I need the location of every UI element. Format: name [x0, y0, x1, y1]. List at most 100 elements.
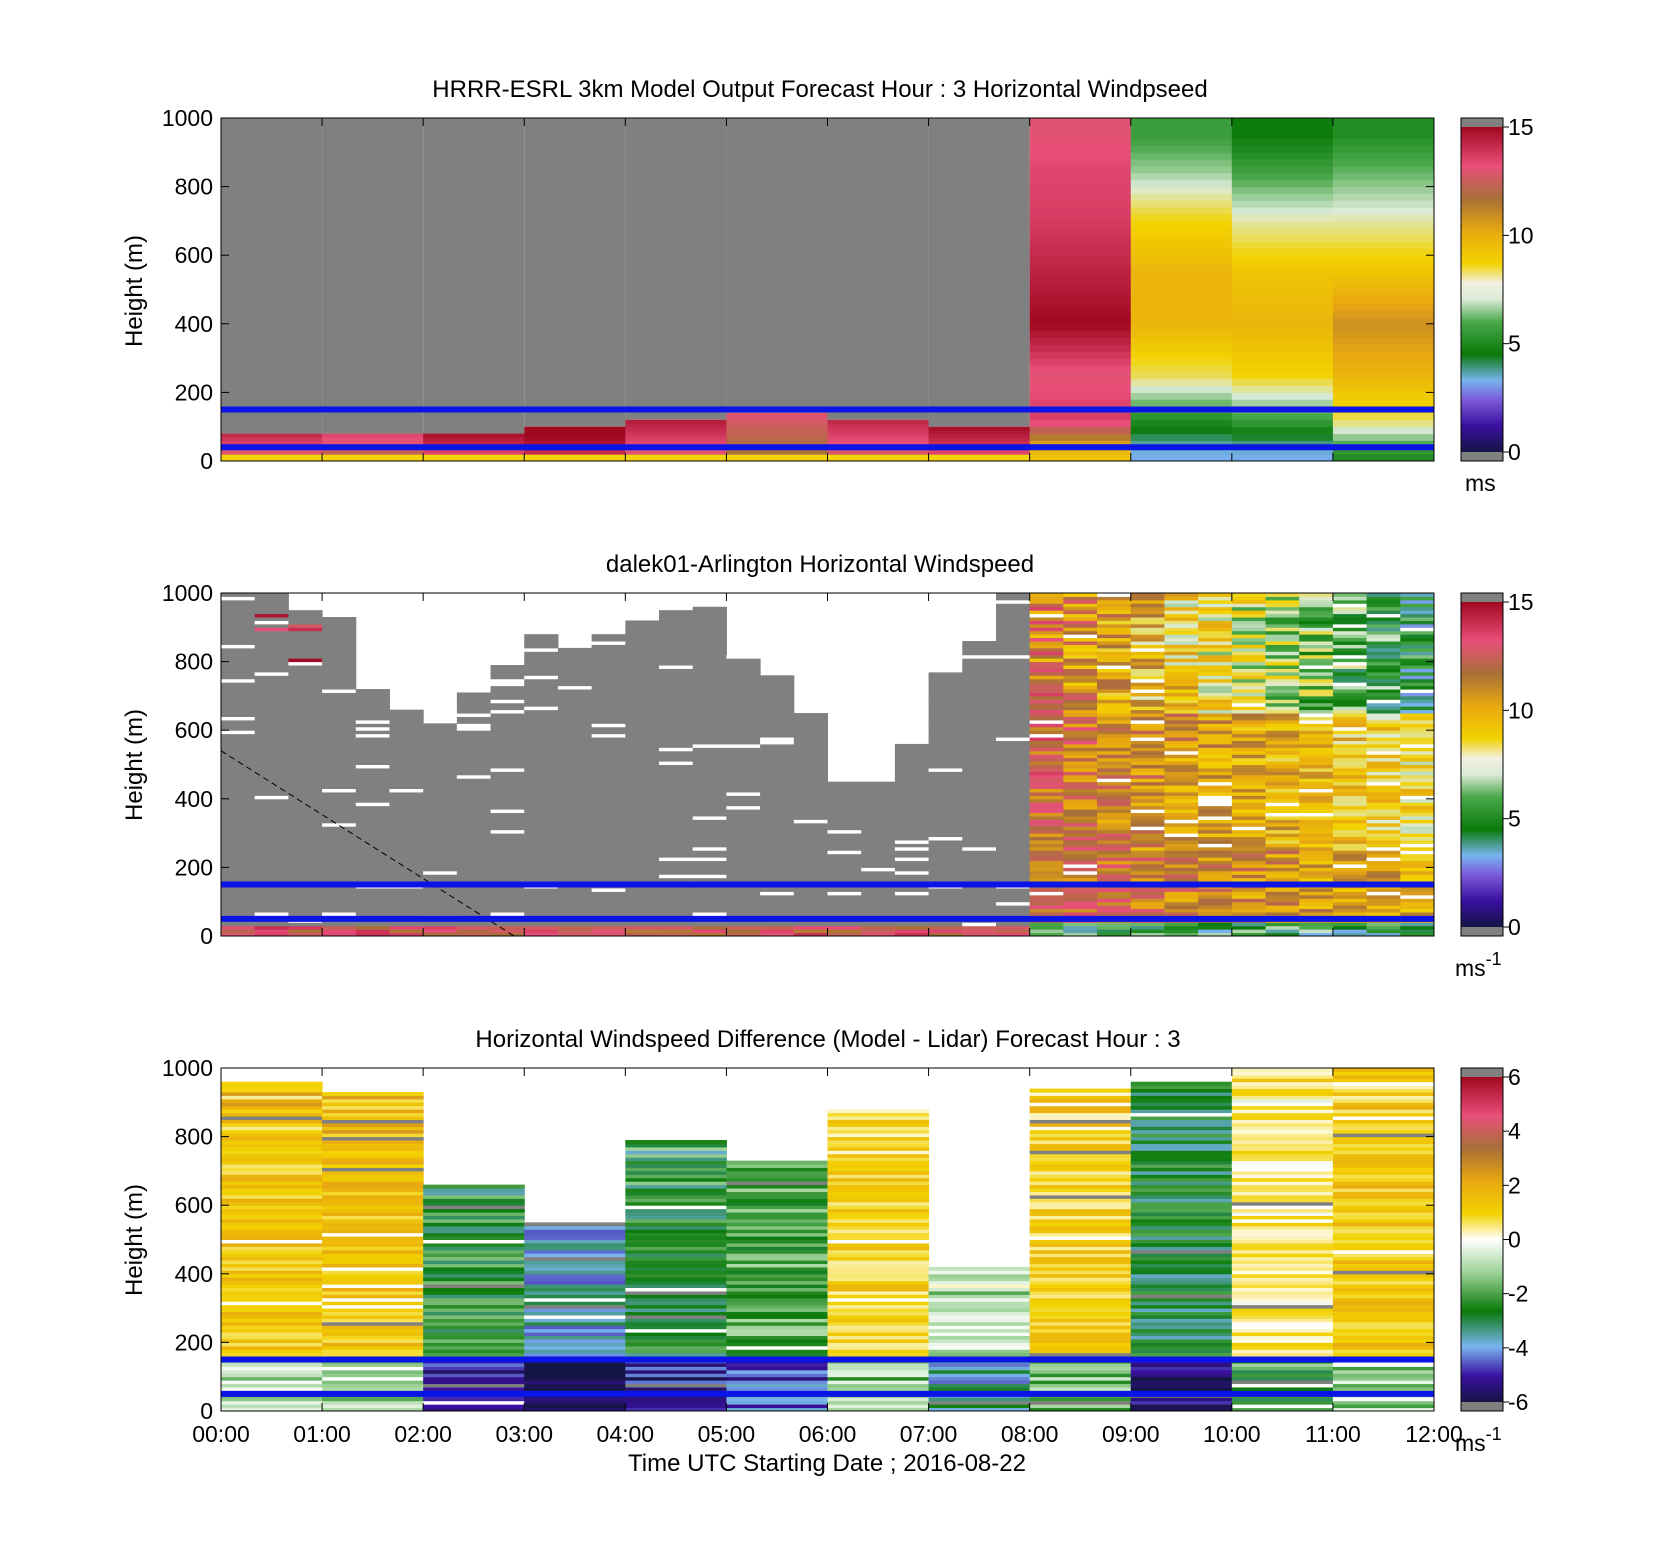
- data-cell: [456, 922, 492, 927]
- data-cell: [1130, 692, 1165, 697]
- data-cell: [1332, 641, 1368, 645]
- data-cell: [760, 819, 795, 824]
- data-cell: [1366, 829, 1401, 834]
- data-cell: [591, 901, 626, 906]
- data-cell: [962, 750, 997, 755]
- data-cell: [288, 699, 323, 704]
- data-cell: [1130, 757, 1165, 762]
- data-cell: [1332, 1174, 1435, 1179]
- data-cell: [1299, 846, 1334, 851]
- data-cell: [692, 922, 727, 927]
- data-cell: [1366, 695, 1401, 700]
- data-cell: [995, 641, 1031, 645]
- data-cell: [1366, 737, 1401, 741]
- data-cell: [1366, 932, 1401, 937]
- data-cell: [1231, 802, 1267, 807]
- data-cell: [221, 1191, 323, 1196]
- data-cell: [591, 932, 626, 937]
- data-cell: [423, 860, 458, 865]
- data-cell: [726, 846, 761, 851]
- data-cell: [1231, 1290, 1334, 1295]
- y-tick-label: 800: [175, 174, 213, 200]
- data-cell: [524, 1335, 626, 1340]
- data-cell: [254, 730, 289, 735]
- data-cell: [524, 877, 559, 882]
- data-cell: [1299, 675, 1334, 680]
- data-cell: [1029, 1122, 1132, 1127]
- data-cell: [288, 716, 323, 721]
- panel-difference-x-ticks: [220, 1068, 1435, 1411]
- data-cell: [827, 795, 862, 800]
- data-cell: [221, 785, 256, 790]
- data-cell: [827, 1321, 930, 1326]
- data-cell: [861, 833, 896, 838]
- panel-lidar-title: dalek01-Arlington Horizontal Windspeed: [606, 551, 1034, 578]
- data-cell: [962, 932, 997, 937]
- data-cell: [1231, 1191, 1334, 1196]
- data-cell: [928, 809, 963, 814]
- data-cell: [1130, 651, 1165, 656]
- data-cell: [1029, 637, 1064, 642]
- data-cell: [625, 863, 660, 868]
- data-cell: [288, 675, 323, 680]
- data-cell: [322, 1383, 424, 1388]
- data-cell: [389, 887, 424, 892]
- data-cell: [254, 887, 289, 892]
- data-cell: [962, 641, 997, 645]
- data-cell: [254, 922, 289, 927]
- data-cell: [1130, 812, 1165, 817]
- data-cell: [557, 747, 593, 752]
- data-cell: [221, 1205, 323, 1210]
- data-cell: [423, 785, 458, 790]
- data-cell: [625, 1153, 727, 1158]
- data-cell: [355, 809, 390, 814]
- data-cell: [726, 853, 761, 858]
- data-cell: [524, 1253, 626, 1258]
- data-cell: [322, 644, 357, 649]
- data-cell: [1130, 843, 1165, 848]
- data-cell: [288, 709, 323, 714]
- no-data-cell: [726, 118, 828, 413]
- data-cell: [625, 1338, 727, 1343]
- data-cell: [1029, 761, 1064, 765]
- data-cell: [221, 905, 256, 910]
- panel-lidar-colorbar-nodata-bottom: [1461, 927, 1503, 936]
- data-cell: [827, 1177, 930, 1182]
- data-cell: [625, 430, 727, 435]
- data-cell: [1366, 839, 1401, 844]
- data-cell: [1231, 1167, 1334, 1172]
- data-cell: [625, 798, 660, 803]
- data-cell: [1198, 805, 1233, 810]
- data-cell: [1332, 1112, 1435, 1117]
- data-cell: [1130, 1280, 1233, 1285]
- data-cell: [1332, 740, 1368, 745]
- data-cell: [1097, 778, 1132, 783]
- data-cell: [692, 778, 727, 783]
- data-cell: [928, 778, 963, 783]
- data-cell: [1231, 630, 1267, 635]
- data-cell: [1063, 702, 1098, 707]
- data-cell: [322, 1218, 424, 1223]
- data-cell: [591, 750, 626, 755]
- data-cell: [1130, 1284, 1233, 1289]
- data-cell: [490, 829, 525, 834]
- data-cell: [1332, 846, 1368, 851]
- data-cell: [389, 791, 424, 796]
- data-cell: [1029, 887, 1064, 892]
- data-cell: [1063, 737, 1098, 741]
- x-tick-label: 12:00: [1405, 1421, 1463, 1447]
- data-cell: [1299, 661, 1334, 666]
- data-cell: [221, 1287, 323, 1292]
- data-cell: [1130, 419, 1233, 428]
- data-cell: [557, 743, 593, 748]
- data-cell: [221, 1260, 323, 1265]
- data-cell: [322, 433, 424, 438]
- data-cell: [322, 757, 357, 762]
- data-cell: [1366, 785, 1401, 790]
- data-cell: [423, 1294, 525, 1299]
- data-cell: [1063, 795, 1098, 800]
- data-cell: [1231, 702, 1267, 707]
- data-cell: [322, 1122, 424, 1127]
- data-cell: [726, 1308, 828, 1313]
